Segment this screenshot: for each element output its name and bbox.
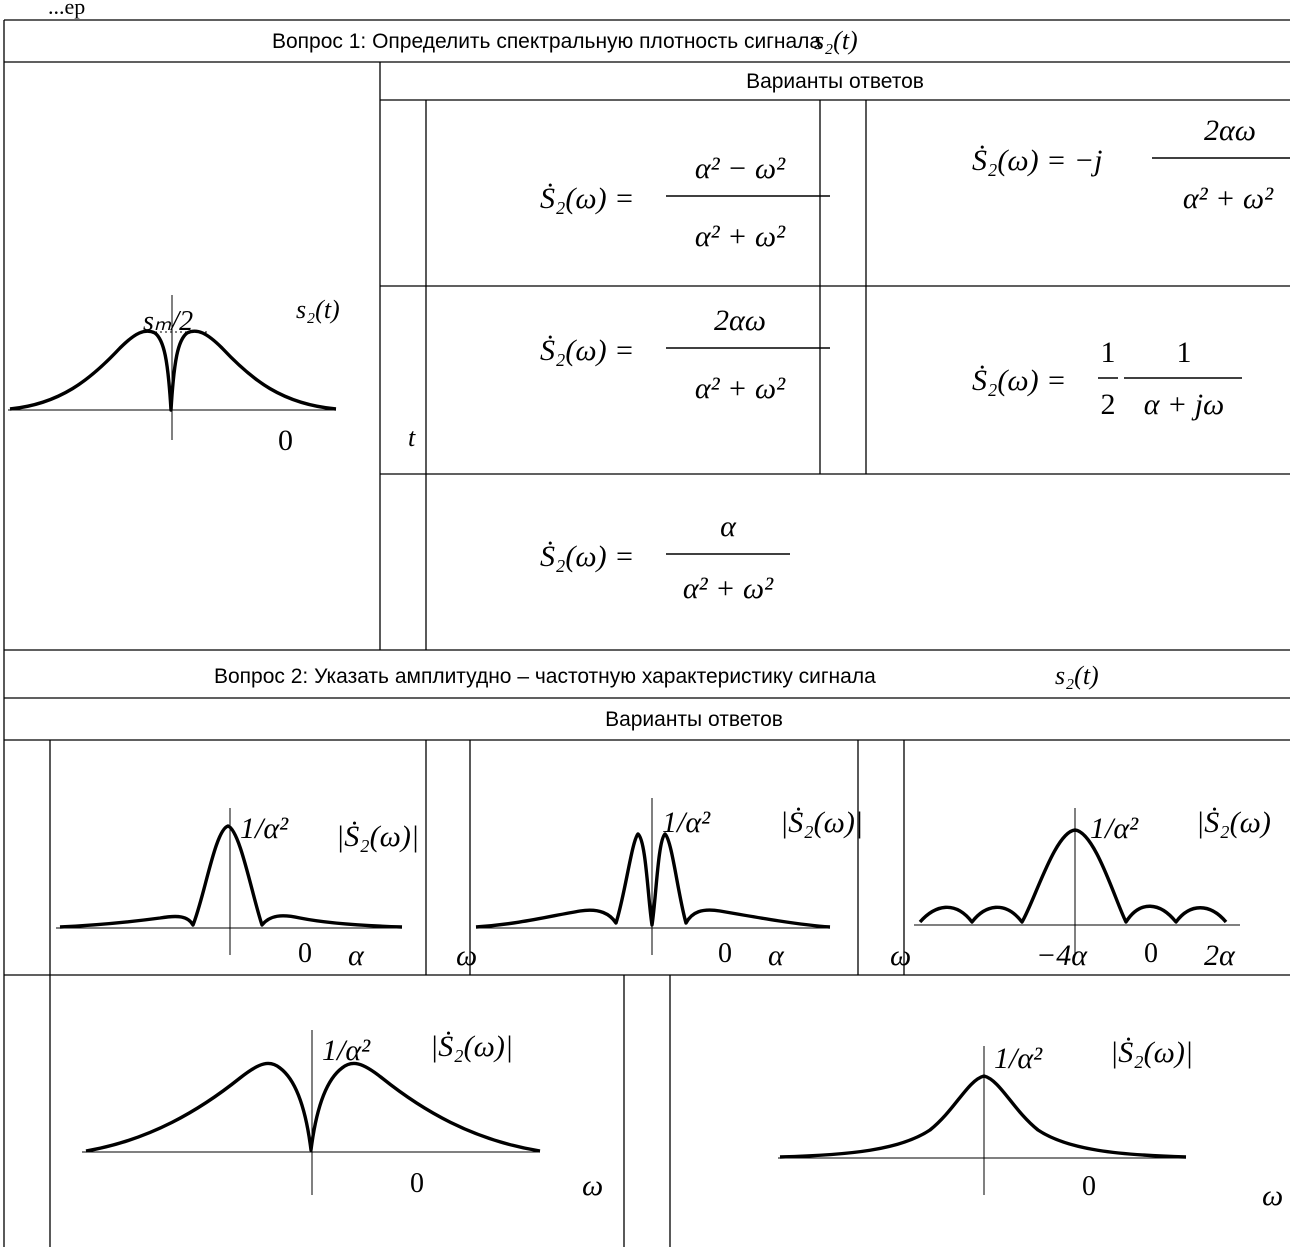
plot-2-zero: 0 <box>718 938 732 969</box>
answer-3-numerator: 2αω <box>714 304 766 337</box>
question-2-signal: s₂(t) <box>1055 661 1099 690</box>
plot-3-tick-left: −4α <box>1036 939 1088 972</box>
answer-5-lhs: Ṡ₂(ω) = <box>540 540 634 573</box>
plot-5-xlabel: ω <box>1262 1179 1283 1212</box>
answer-1-denominator: α² + ω² <box>695 220 786 253</box>
plot-5-zero: 0 <box>1082 1171 1096 1202</box>
plot-1-ylabel: |Ṡ₂(ω)| <box>336 820 419 853</box>
q1-answer-2: Ṡ₂(ω) = −j 2αω α² + ω² <box>972 114 1290 215</box>
afc-plot-1: 1/α² |Ṡ₂(ω)| 0 α ω <box>56 808 477 972</box>
answer-1-lhs: Ṡ₂(ω) = <box>540 182 634 215</box>
plot-2-ylabel: |Ṡ₂(ω)| <box>780 806 863 839</box>
signal-plot-curve <box>9 329 337 412</box>
answer-1-numerator: α² − ω² <box>695 152 786 185</box>
question-1-title: Вопрос 1: Определить спектральную плотно… <box>272 26 858 55</box>
plot-1-xlabel: ω <box>456 939 477 972</box>
question-1-signal: s₂(t) <box>814 26 858 55</box>
afc-plot-4: 1/α² |Ṡ₂(ω)| 0 ω <box>82 1030 603 1202</box>
answer-5-denominator: α² + ω² <box>683 572 774 605</box>
previous-text-fragment: ...ер <box>48 0 85 19</box>
answer-4-lhs: Ṡ₂(ω) = <box>972 364 1066 397</box>
q1-answer-4: Ṡ₂(ω) = 1 2 1 α + jω <box>972 336 1242 421</box>
plot-4-ylabel: |Ṡ₂(ω)| <box>430 1030 513 1063</box>
afc-plot-5: 1/α² |Ṡ₂(ω)| 0 ω <box>778 1036 1283 1212</box>
plot-5-ylabel: |Ṡ₂(ω)| <box>1110 1036 1193 1069</box>
plot-4-peak-label: 1/α² <box>322 1034 371 1067</box>
answer-4-denominator-1: 2 <box>1101 388 1116 421</box>
answer-4-denominator-2: α + jω <box>1144 388 1225 421</box>
q1-answer-3: Ṡ₂(ω) = 2αω α² + ω² <box>540 304 830 405</box>
signal-plot-ylabel: s₂(t) <box>296 295 340 324</box>
answer-5-numerator: α <box>720 510 737 543</box>
question-2-text: Вопрос 2: Указать амплитудно – частотную… <box>214 665 876 688</box>
table-grid <box>3 19 1290 1247</box>
answer-3-lhs: Ṡ₂(ω) = <box>540 334 634 367</box>
afc-plot-2: 1/α² |Ṡ₂(ω)| 0 α ω <box>475 798 911 972</box>
plot-1-tick: α <box>348 939 365 972</box>
signal-plot-zero: 0 <box>278 424 293 457</box>
q1-answers-header: Варианты ответов <box>746 70 924 93</box>
answer-3-denominator: α² + ω² <box>695 372 786 405</box>
plot-3-zero: 0 <box>1144 938 1158 969</box>
plot-1-peak-label: 1/α² <box>240 812 289 845</box>
answer-4-numerator-2: 1 <box>1177 336 1192 369</box>
afc-plot-3: 1/α² |Ṡ₂(ω) −4α 0 2α <box>914 806 1271 972</box>
q1-answer-5: Ṡ₂(ω) = α α² + ω² <box>540 510 790 605</box>
plot-1-zero: 0 <box>298 938 312 969</box>
plot-4-zero: 0 <box>410 1168 424 1199</box>
plot-3-peak-label: 1/α² <box>1090 812 1139 845</box>
answer-2-lhs: Ṡ₂(ω) = −j <box>972 144 1102 177</box>
signal-plot-xlabel: t <box>408 423 416 452</box>
q2-answers-header: Варианты ответов <box>605 708 783 731</box>
signal-plot: sₘ/2 s₂(t) 0 t <box>8 295 416 457</box>
q1-answer-1: Ṡ₂(ω) = α² − ω² α² + ω² <box>540 152 830 253</box>
answer-2-denominator: α² + ω² <box>1183 182 1274 215</box>
question-1-text: Вопрос 1: Определить спектральную плотно… <box>272 30 821 53</box>
answer-4-numerator-1: 1 <box>1101 336 1116 369</box>
signal-plot-peak-label: sₘ/2 <box>143 306 193 337</box>
answer-2-numerator: 2αω <box>1204 114 1256 147</box>
plot-2-tick: α <box>768 939 785 972</box>
plot-4-xlabel: ω <box>582 1169 603 1202</box>
plot-3-tick-right: 2α <box>1204 939 1236 972</box>
plot-5-peak-label: 1/α² <box>994 1042 1043 1075</box>
plot-2-xlabel: ω <box>890 939 911 972</box>
plot-2-peak-label: 1/α² <box>662 806 711 839</box>
question-2-title: Вопрос 2: Указать амплитудно – частотную… <box>214 661 1099 690</box>
plot-3-ylabel: |Ṡ₂(ω) <box>1196 806 1271 839</box>
